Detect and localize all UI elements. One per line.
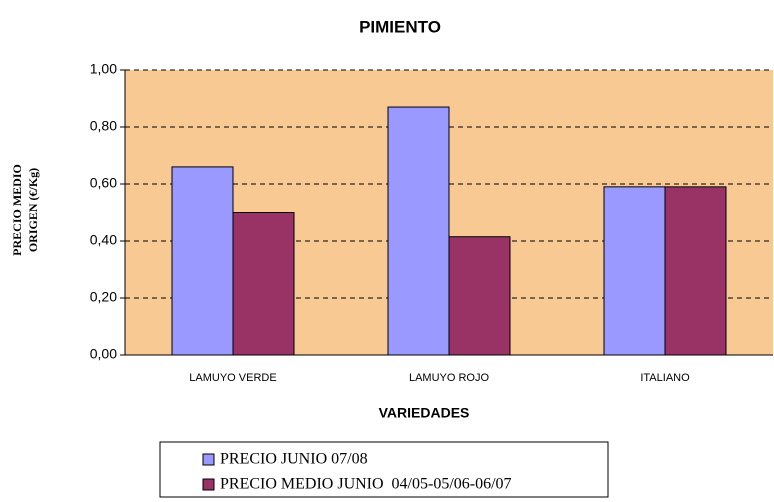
bar — [603, 186, 666, 356]
chart-title: PIMIENTO — [359, 17, 441, 36]
bar — [448, 236, 511, 356]
y-tick-label: 0,00 — [90, 346, 117, 362]
y-tick-label: 1,00 — [90, 61, 117, 77]
y-axis-label: PRECIO MEDIO — [10, 164, 24, 256]
x-axis-label: VARIEDADES — [379, 405, 470, 421]
y-axis-label: ORIGEN (€/Kg) — [26, 168, 40, 252]
legend-box — [159, 441, 609, 498]
y-tick-label: 0,80 — [90, 118, 117, 134]
legend-swatch — [202, 478, 215, 491]
bar — [664, 186, 727, 356]
bar — [232, 212, 295, 356]
legend-swatch — [202, 453, 215, 466]
x-tick-label: ITALIANO — [640, 372, 690, 384]
y-tick-label: 0,40 — [90, 232, 117, 248]
legend-label: PRECIO MEDIO JUNIO 04/05-05/06-06/07 — [220, 476, 512, 493]
x-tick-label: LAMUYO VERDE — [189, 372, 276, 384]
x-tick-label: LAMUYO ROJO — [409, 372, 490, 384]
y-tick-label: 0,20 — [90, 289, 117, 305]
legend-label: PRECIO JUNIO 07/08 — [220, 451, 368, 468]
bar — [387, 106, 450, 356]
bar — [171, 166, 234, 356]
y-tick-label: 0,60 — [90, 175, 117, 191]
